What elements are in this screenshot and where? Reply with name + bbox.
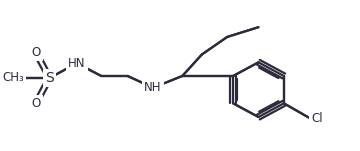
Text: CH₃: CH₃ bbox=[3, 71, 24, 84]
Text: HN: HN bbox=[68, 57, 86, 70]
Text: Cl: Cl bbox=[311, 112, 323, 125]
Text: S: S bbox=[45, 71, 54, 85]
Text: NH: NH bbox=[144, 81, 162, 94]
Text: O: O bbox=[31, 97, 40, 110]
Text: O: O bbox=[31, 46, 40, 59]
